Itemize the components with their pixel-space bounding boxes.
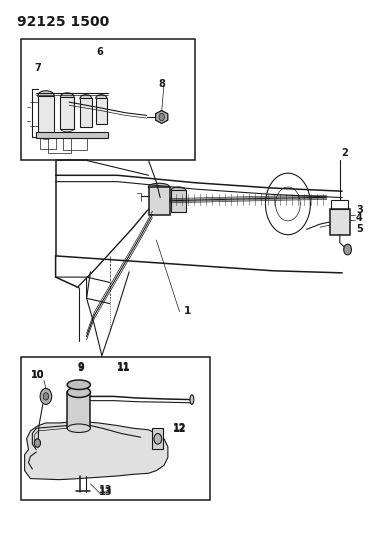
Text: 10: 10 — [32, 370, 45, 380]
Bar — [80, 98, 92, 127]
Polygon shape — [25, 421, 168, 480]
Text: 9: 9 — [77, 362, 84, 372]
Bar — [21, 357, 211, 500]
Ellipse shape — [67, 387, 90, 398]
Ellipse shape — [60, 93, 74, 101]
Ellipse shape — [96, 95, 107, 101]
Bar — [36, 132, 108, 138]
Ellipse shape — [38, 91, 54, 100]
Circle shape — [159, 114, 165, 120]
Text: 12: 12 — [173, 424, 186, 434]
Text: 1: 1 — [184, 306, 191, 316]
Text: 11: 11 — [117, 364, 130, 373]
Text: 3: 3 — [356, 206, 363, 215]
Text: 8: 8 — [159, 78, 165, 88]
Ellipse shape — [60, 125, 74, 132]
Ellipse shape — [148, 183, 170, 191]
Circle shape — [34, 439, 41, 447]
Text: 10: 10 — [32, 370, 45, 380]
Bar — [149, 187, 170, 215]
Ellipse shape — [190, 395, 194, 405]
Circle shape — [40, 389, 52, 405]
Text: 9: 9 — [77, 364, 84, 373]
Text: 4: 4 — [356, 213, 363, 223]
Bar — [330, 209, 350, 235]
Bar — [152, 428, 163, 449]
Bar — [67, 392, 90, 428]
Text: 2: 2 — [341, 148, 348, 158]
Circle shape — [154, 433, 162, 444]
Polygon shape — [156, 111, 168, 123]
Text: 92125 1500: 92125 1500 — [17, 14, 109, 29]
Text: 12: 12 — [173, 423, 186, 433]
Ellipse shape — [67, 380, 90, 390]
Bar — [171, 190, 186, 213]
Text: 13: 13 — [99, 486, 113, 496]
Bar — [60, 97, 74, 128]
Text: 7: 7 — [35, 63, 42, 72]
Text: 5: 5 — [356, 224, 363, 234]
Bar — [331, 200, 348, 209]
Circle shape — [43, 393, 49, 400]
Text: 11: 11 — [117, 362, 130, 372]
Circle shape — [344, 244, 351, 255]
Ellipse shape — [38, 131, 54, 139]
Bar — [21, 38, 195, 160]
Ellipse shape — [80, 95, 92, 102]
Text: 13: 13 — [99, 487, 113, 497]
Ellipse shape — [67, 424, 90, 432]
Bar — [38, 95, 54, 135]
Bar — [96, 98, 107, 124]
Ellipse shape — [171, 187, 186, 193]
Text: 6: 6 — [97, 47, 103, 56]
